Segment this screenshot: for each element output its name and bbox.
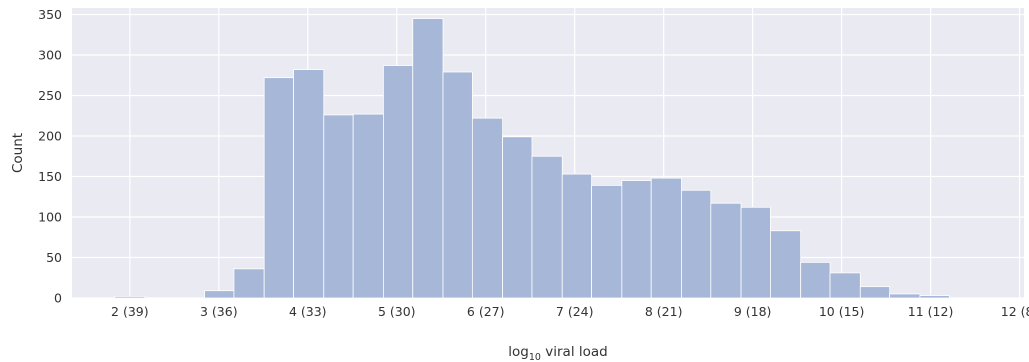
histogram-bar: [591, 185, 623, 299]
y-tick-labels: 0 50 100 150 200 250 300 350: [38, 7, 62, 306]
histogram-bar: [471, 117, 504, 299]
histogram-bar: [889, 293, 921, 299]
x-tick-label: 3 (36): [200, 304, 238, 319]
histogram-bar: [263, 77, 294, 299]
x-axis-label-suffix: viral load: [541, 344, 608, 360]
histogram-bar: [829, 272, 861, 299]
x-tick-label: 9 (18): [734, 304, 772, 319]
histogram-bar: [293, 69, 325, 299]
histogram-bar: [681, 189, 712, 299]
histogram-bar: [352, 113, 384, 299]
y-tick-label: 0: [54, 291, 62, 306]
histogram-bar: [233, 268, 265, 299]
y-axis-label: Count: [10, 133, 26, 173]
histogram-bar: [919, 295, 950, 299]
histogram-bar: [800, 261, 831, 299]
histogram-bar: [323, 114, 354, 299]
y-tick-label: 250: [38, 88, 62, 103]
y-tick-label: 200: [38, 128, 62, 143]
histogram-bar: [859, 286, 891, 299]
x-axis-label-prefix: log: [508, 344, 529, 360]
y-tick-label: 350: [38, 7, 62, 22]
x-tick-label: 5 (30): [378, 304, 416, 319]
histogram-bar: [442, 71, 473, 299]
histogram-bar: [502, 136, 533, 299]
histogram-bar: [621, 180, 652, 299]
histogram-bar: [531, 155, 563, 299]
histogram-bar: [204, 290, 235, 299]
x-tick-label: 10 (15): [819, 304, 865, 319]
x-tick-labels: 2 (39) 3 (36) 4 (33) 5 (30) 6 (27) 7 (24) 8 (2…: [111, 304, 1029, 319]
y-tick-label: 100: [38, 209, 62, 224]
x-tick-label: 7 (24): [556, 304, 594, 319]
histogram-bar: [114, 295, 146, 299]
x-axis-label: log10 viral load: [508, 344, 607, 362]
histogram-bar: [650, 177, 682, 299]
x-axis-label-subscript: 10: [529, 352, 541, 362]
histogram-bar: [770, 230, 802, 299]
x-tick-label: 12 (8): [1001, 304, 1029, 319]
histogram-bar: [561, 173, 592, 299]
histogram-bar: [383, 65, 414, 299]
y-tick-label: 50: [46, 250, 62, 265]
histogram-bar: [412, 18, 444, 299]
histogram-bar: [740, 206, 771, 299]
x-tick-label: 8 (21): [645, 304, 683, 319]
x-tick-label: 6 (27): [467, 304, 505, 319]
x-tick-label: 2 (39): [111, 304, 149, 319]
y-tick-label: 300: [38, 47, 62, 62]
x-tick-label: 11 (12): [908, 304, 954, 319]
y-tick-label: 150: [38, 169, 62, 184]
histogram-bars: [114, 18, 950, 299]
x-tick-label: 4 (33): [289, 304, 327, 319]
histogram-bar: [710, 202, 742, 299]
